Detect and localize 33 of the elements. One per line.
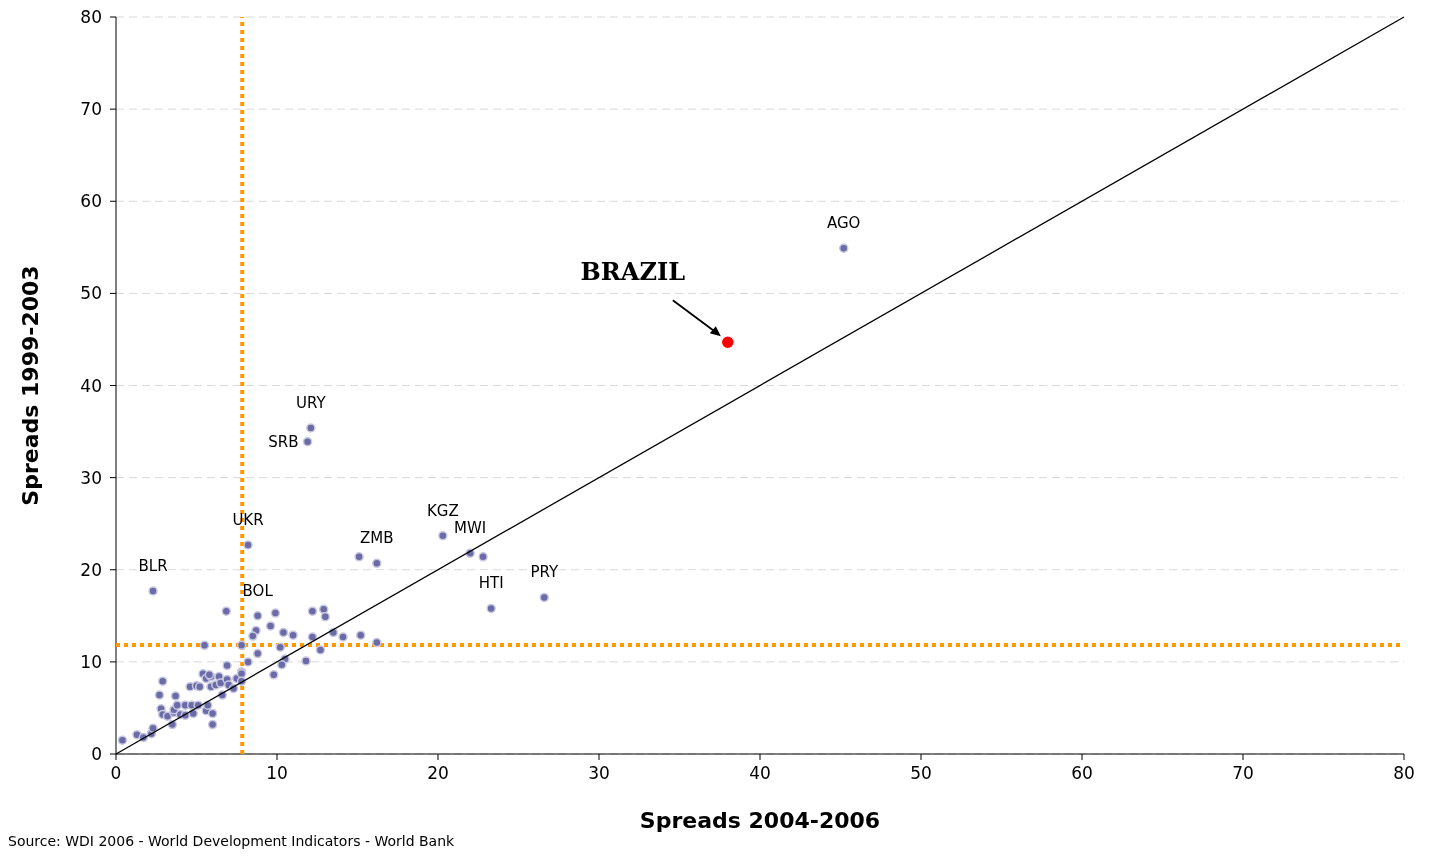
annotation: ZMB [360, 529, 394, 548]
y-tick-label: 10 [80, 651, 102, 672]
y-tick-label: 30 [80, 467, 102, 488]
y-tick-label: 70 [80, 99, 102, 120]
x-tick-label: 30 [588, 763, 610, 783]
y-tick-label: 80 [80, 7, 102, 27]
y-axis-title: Spreads 1999-2003 [18, 265, 43, 506]
x-tick-label: 60 [1071, 763, 1093, 783]
annotation: BRAZIL [580, 257, 686, 287]
annotation: BOL [242, 581, 274, 600]
annotation: KGZ [426, 501, 459, 520]
y-tick-label: 50 [80, 283, 102, 304]
y-tick-label: 40 [80, 375, 102, 396]
y-tick-label: 20 [80, 559, 102, 580]
x-tick-label: 40 [749, 763, 771, 783]
annotation: AGO [827, 214, 861, 233]
x-tick-label: 50 [910, 763, 932, 783]
source-note: Source: WDI 2006 - World Development Indicators - World Bank [8, 833, 456, 849]
annotation: MWI [454, 519, 487, 538]
x-tick-label: 20 [427, 763, 449, 783]
annotation: SRB [268, 432, 299, 451]
x-tick-label: 10 [266, 763, 288, 783]
y-tick-label: 0 [91, 744, 102, 764]
x-tick-label: 80 [1393, 763, 1415, 783]
x-tick-label: 70 [1232, 763, 1254, 783]
x-axis-title: Spreads 2004-2006 [639, 808, 881, 833]
annotation: UKR [232, 510, 264, 529]
annotation: HTI [478, 574, 504, 593]
x-tick-label: 0 [110, 763, 122, 783]
annotation: URY [296, 393, 327, 412]
annotation: PRY [530, 563, 559, 582]
y-tick-label: 60 [80, 191, 102, 212]
annotation: BLR [138, 556, 168, 575]
